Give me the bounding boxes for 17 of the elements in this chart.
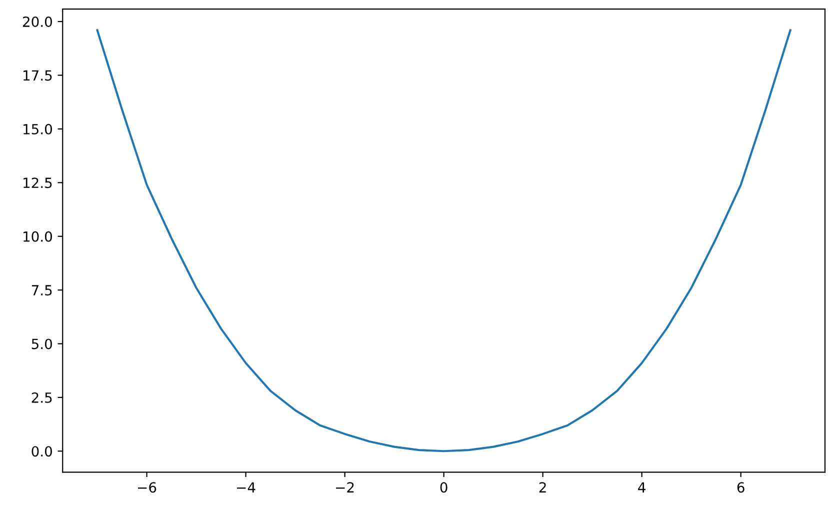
x-tick-label: 0 <box>440 482 448 493</box>
x-tick-label: −6 <box>138 482 156 493</box>
x-tick-label: −4 <box>237 482 256 492</box>
x-tick-label: 6 <box>737 482 744 493</box>
y-tick-label: 5.0 <box>32 338 52 350</box>
x-tick-label: 4 <box>638 482 646 492</box>
y-tick-label: 20.0 <box>22 16 52 28</box>
x-tick-label: 2 <box>539 482 546 492</box>
y-tick-label: 17.5 <box>24 70 52 81</box>
y-tick-label: 7.5 <box>32 285 52 296</box>
y-tick-label: 0.0 <box>32 446 52 457</box>
y-tick-label: 12.5 <box>24 178 52 188</box>
y-tick-label: 10.0 <box>24 231 52 242</box>
line-series <box>96 29 792 452</box>
x-tick-label: −2 <box>336 482 354 492</box>
y-tick-label: 2.5 <box>32 392 52 403</box>
y-tick-label: 15.0 <box>24 124 52 134</box>
